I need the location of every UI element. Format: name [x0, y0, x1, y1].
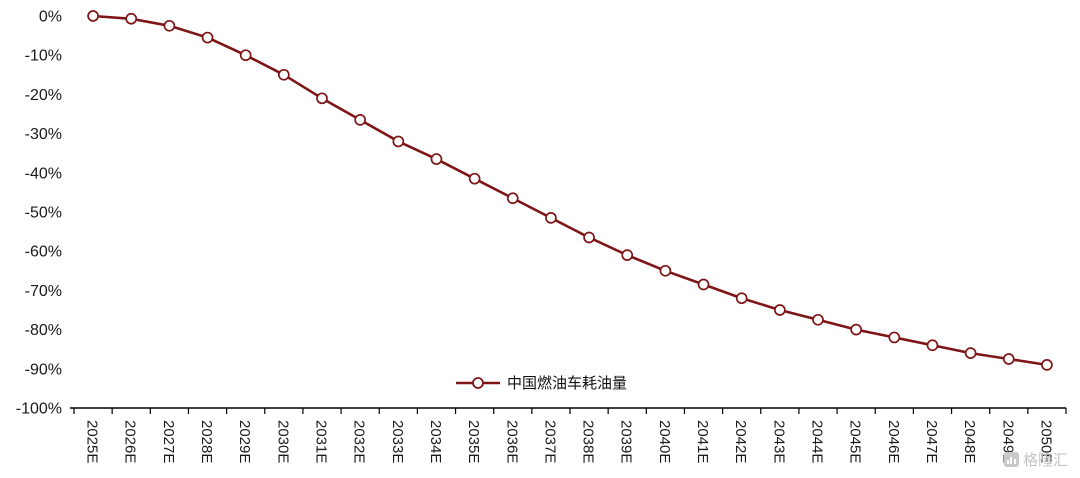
y-axis-tick-label: 0%	[39, 9, 62, 26]
data-point-marker	[430, 153, 443, 165]
legend-label: 中国燃油车耗油量	[507, 375, 628, 392]
x-axis-category-label: 2031E	[313, 420, 330, 463]
y-axis-tick-label: -40%	[25, 165, 62, 182]
y-axis-tick-label: -80%	[25, 322, 62, 339]
gelonghui-logo-icon	[1003, 452, 1019, 467]
x-axis-category-label: 2035E	[465, 420, 482, 463]
data-point-marker	[850, 323, 863, 336]
x-axis-category-label: 2050E	[1037, 420, 1054, 463]
data-point-marker	[812, 313, 824, 326]
legend: 中国燃油车耗油量	[455, 372, 627, 393]
x-axis-category-label: 2037E	[541, 420, 558, 463]
x-axis-category-label: 2027E	[160, 420, 177, 463]
data-point-marker	[773, 304, 786, 316]
data-point-marker	[926, 339, 939, 352]
x-axis-category-label: 2029E	[236, 420, 253, 463]
x-axis-category-label: 2043E	[770, 420, 787, 463]
data-point-marker	[1002, 353, 1015, 365]
x-axis-category-label: 2030E	[274, 420, 291, 463]
data-point-marker	[392, 135, 405, 148]
data-point-marker	[545, 212, 557, 224]
y-axis-tick-label: -60%	[25, 244, 62, 261]
series-line	[91, 14, 1049, 367]
data-point-marker	[125, 12, 138, 25]
data-point-marker	[87, 10, 99, 22]
y-axis-tick-label: -20%	[25, 87, 62, 104]
y-axis-tick-label: -30%	[25, 126, 62, 143]
x-axis-category-label: 2045E	[847, 420, 864, 463]
x-axis-category-label: 2048E	[961, 420, 978, 463]
data-point-marker	[354, 114, 367, 126]
data-point-marker	[277, 68, 290, 81]
data-point-marker	[697, 278, 710, 291]
y-axis-tick-label: -70%	[25, 283, 62, 300]
data-point-marker	[316, 92, 328, 105]
data-point-marker	[621, 249, 634, 261]
data-point-marker	[506, 192, 519, 205]
x-axis-category-label: 2034E	[427, 420, 444, 463]
x-axis-category-label: 2041E	[694, 420, 711, 463]
x-axis-category-label: 2025E	[84, 420, 101, 463]
x-axis-category-label: 2026E	[122, 420, 139, 463]
watermark-text: 格隆汇	[1022, 452, 1068, 469]
data-point-marker	[163, 19, 176, 32]
x-axis-category-label: 2033E	[389, 420, 406, 463]
x-axis-category-label: 2042E	[732, 420, 749, 463]
data-point-marker	[735, 292, 748, 305]
x-axis-category-label: 2044E	[809, 420, 826, 463]
x-axis-category-label: 2039E	[618, 420, 635, 463]
y-axis-tick-label: -90%	[25, 361, 62, 378]
gelonghui-watermark: 格隆汇	[1003, 449, 1068, 470]
x-axis-category-label: 2046E	[885, 420, 902, 463]
data-point-marker	[659, 264, 672, 277]
data-point-marker	[468, 172, 481, 185]
x-axis-category-label: 2047E	[923, 420, 940, 463]
x-axis-category-label: 2040E	[656, 420, 673, 463]
y-axis-tick-label: -50%	[25, 205, 62, 222]
data-point-marker	[583, 231, 595, 244]
y-axis-tick-label: -10%	[25, 48, 62, 65]
x-axis-category-label: 2038E	[580, 420, 597, 463]
y-axis-tick-label: -100%	[16, 401, 62, 418]
x-axis-category-label: 2032E	[351, 420, 368, 463]
data-point-marker	[239, 49, 252, 62]
x-axis-category-label: 2036E	[503, 420, 520, 463]
data-point-marker	[888, 331, 901, 344]
legend-marker-icon	[456, 376, 500, 389]
data-point-marker	[1041, 359, 1053, 371]
x-axis-category-label: 2028E	[198, 420, 215, 463]
data-point-marker	[201, 31, 214, 44]
data-point-marker	[964, 347, 977, 359]
